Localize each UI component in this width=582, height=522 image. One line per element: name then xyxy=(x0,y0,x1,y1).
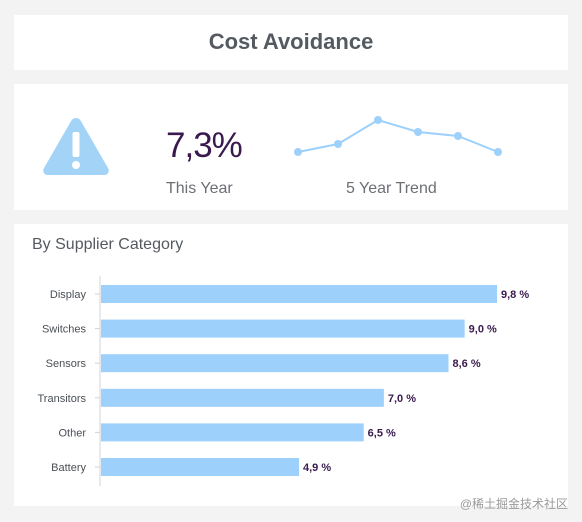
category-label: Sensors xyxy=(46,358,87,370)
bar-chart: Display 9,8 % Switches 9,0 % Sensors 8,6 % Tra… xyxy=(38,276,529,486)
category-label: Display xyxy=(50,289,87,301)
value-label: 6,5 % xyxy=(368,427,396,439)
bar xyxy=(101,319,465,338)
title-panel: Cost Avoidance xyxy=(14,15,568,70)
kpi-value-label: This Year xyxy=(166,180,233,197)
trend-point xyxy=(294,148,302,156)
kpi-value: 7,3% xyxy=(166,126,243,165)
bar xyxy=(101,458,299,476)
trend-point xyxy=(414,128,422,136)
watermark: @稀土掘金技术社区 xyxy=(459,497,568,511)
category-label: Transitors xyxy=(38,393,87,405)
trend-point xyxy=(494,148,502,156)
chart-panel: By Supplier Category Display 9,8 % Switche… xyxy=(14,224,568,506)
trend-line xyxy=(297,118,499,153)
category-label: Switches xyxy=(42,324,87,336)
trend-sparkline xyxy=(294,116,502,156)
warning-icon xyxy=(43,118,109,175)
bar xyxy=(101,354,449,373)
page-title: Cost Avoidance xyxy=(208,29,374,54)
bar xyxy=(101,285,497,303)
bar xyxy=(101,388,384,407)
trend-point xyxy=(334,140,342,148)
category-label: Other xyxy=(58,427,86,439)
trend-label: 5 Year Trend xyxy=(346,180,437,197)
chart-title: By Supplier Category xyxy=(32,236,184,253)
value-label: 4,9 % xyxy=(303,462,331,474)
value-label: 9,0 % xyxy=(469,324,497,336)
trend-point xyxy=(454,132,462,140)
value-label: 8,6 % xyxy=(453,358,481,370)
bar xyxy=(101,423,364,442)
trend-point xyxy=(374,116,382,124)
value-label: 7,0 % xyxy=(388,393,416,405)
value-label: 9,8 % xyxy=(501,289,529,301)
kpi-panel: 7,3% This Year 5 Year Trend xyxy=(14,84,568,210)
category-label: Battery xyxy=(51,462,86,474)
